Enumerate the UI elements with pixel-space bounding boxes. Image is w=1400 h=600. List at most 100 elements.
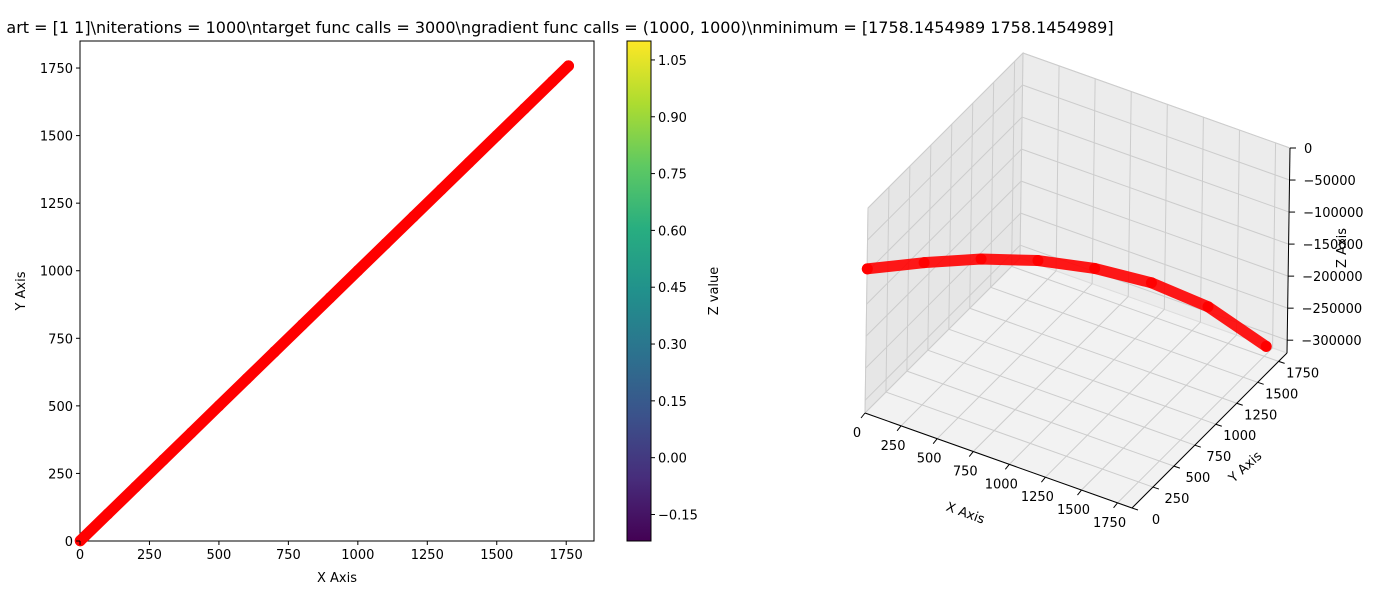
z-grid-line bbox=[867, 52, 1024, 209]
data-point bbox=[380, 238, 392, 250]
y-tick-label: 1500 bbox=[40, 130, 73, 145]
x-grid-line bbox=[1272, 142, 1277, 348]
y-grid-line bbox=[969, 103, 974, 309]
x-tick-mark bbox=[1004, 464, 1010, 470]
x-grid-line bbox=[864, 257, 1021, 414]
x-tick-label: 1750 bbox=[550, 548, 583, 563]
data-point bbox=[296, 319, 308, 331]
data-point bbox=[185, 427, 197, 439]
y-grid-line bbox=[1011, 265, 1279, 362]
x-tick-label: 0 bbox=[76, 548, 84, 563]
y-tick-mark bbox=[1215, 423, 1222, 427]
y-tick-label: 1750 bbox=[1286, 366, 1319, 381]
z-tick-label: −300000 bbox=[1301, 334, 1362, 349]
colorbar-tick-label: 0.45 bbox=[658, 281, 687, 296]
axis-grid bbox=[864, 52, 1291, 509]
colorbar-tick-label: 0.60 bbox=[658, 224, 687, 239]
y-tick-label: 1250 bbox=[40, 197, 73, 212]
x-grid-line bbox=[1199, 117, 1204, 323]
x-grid-line bbox=[1019, 52, 1024, 259]
x-tick-label: 750 bbox=[276, 548, 301, 563]
y-tick-label: 1250 bbox=[1244, 408, 1277, 423]
x-tick-mark bbox=[968, 451, 974, 457]
colorbar-tick-label: 0.15 bbox=[658, 395, 687, 410]
z-tick-label: −200000 bbox=[1302, 270, 1363, 285]
data-point bbox=[213, 400, 225, 412]
colorbar-label: Z value bbox=[707, 267, 722, 316]
x-axis-line bbox=[864, 412, 1133, 509]
y-grid-line bbox=[948, 124, 953, 330]
z-grid-line bbox=[1020, 180, 1289, 277]
data-point bbox=[546, 76, 558, 88]
x-tick-label: 1750 bbox=[1093, 516, 1126, 531]
z-grid-line bbox=[1022, 84, 1290, 181]
z-grid-line bbox=[1020, 212, 1288, 309]
x-tick-label: 1250 bbox=[1021, 490, 1054, 505]
y-tick-label: 1750 bbox=[40, 62, 73, 77]
x-tick-label: 250 bbox=[137, 548, 162, 563]
x-axis-ticks: 0 250 500 750 1000 1250 1500 1750 bbox=[76, 541, 583, 563]
data-point bbox=[463, 157, 475, 169]
y-tick-label: 1000 bbox=[1223, 429, 1256, 444]
y-tick-mark bbox=[1131, 507, 1139, 511]
y-tick-label: 1000 bbox=[40, 265, 73, 280]
z-tick-label: −150000 bbox=[1303, 238, 1364, 253]
z-axis-line bbox=[1286, 147, 1291, 354]
x-tick-mark bbox=[1077, 489, 1082, 496]
z-grid-line bbox=[1022, 52, 1291, 149]
data-point bbox=[861, 263, 873, 275]
x-grid-line bbox=[972, 296, 1129, 452]
y-grid-line bbox=[885, 391, 1154, 488]
y-tick-label: 750 bbox=[48, 332, 73, 347]
y-tick-label: 250 bbox=[48, 467, 73, 482]
x-tick-mark bbox=[932, 438, 938, 444]
data-point bbox=[241, 373, 253, 385]
y-tick-mark bbox=[1173, 465, 1181, 469]
x-tick-label: 1500 bbox=[480, 548, 513, 563]
data-points bbox=[861, 253, 1272, 352]
data-points bbox=[74, 60, 574, 547]
data-point bbox=[352, 265, 364, 277]
z-grid-line bbox=[1021, 148, 1289, 245]
y-axis-label: Y Axis bbox=[14, 271, 29, 311]
data-point bbox=[1089, 262, 1101, 274]
z-grid-line bbox=[866, 148, 1022, 305]
y-tick-mark bbox=[1152, 486, 1160, 490]
colorbar-gradient bbox=[626, 40, 652, 542]
z-grid-line bbox=[1021, 116, 1290, 213]
x-tick-mark bbox=[860, 412, 866, 419]
colorbar-tick-label: 0.30 bbox=[658, 338, 687, 353]
data-trace-line bbox=[861, 253, 1272, 352]
x-grid-line bbox=[936, 283, 1093, 440]
x-tick-label: 1500 bbox=[1057, 503, 1090, 518]
colorbar-tick-label: −0.15 bbox=[658, 508, 698, 523]
colorbar-tick-label: 0.00 bbox=[658, 452, 687, 467]
data-point bbox=[268, 346, 280, 358]
y-grid-line bbox=[927, 145, 932, 351]
data-point bbox=[435, 184, 447, 196]
y-grid-line bbox=[864, 207, 869, 414]
x-tick-label: 250 bbox=[881, 439, 906, 454]
data-point bbox=[562, 60, 574, 72]
x-tick-label: 750 bbox=[953, 465, 978, 480]
x-grid-line bbox=[900, 270, 1057, 427]
x-grid-line bbox=[1127, 91, 1132, 297]
y-grid-line bbox=[885, 187, 890, 393]
data-point bbox=[1145, 277, 1157, 289]
y-grid-line bbox=[906, 370, 1175, 467]
z-tick-label: −50000 bbox=[1304, 174, 1356, 189]
data-point bbox=[1260, 340, 1272, 352]
y-tick-label: 1500 bbox=[1265, 387, 1298, 402]
data-point bbox=[1032, 255, 1044, 267]
y-tick-mark bbox=[1278, 360, 1285, 364]
data-point bbox=[324, 292, 336, 304]
x-axis-label: X Axis bbox=[944, 500, 987, 528]
y-grid-line bbox=[948, 328, 1216, 425]
x-grid-line bbox=[1045, 321, 1201, 478]
x-tick-label: 500 bbox=[917, 452, 942, 467]
y-tick-label: 0 bbox=[65, 535, 73, 550]
y-axis-label: Y Axis bbox=[1225, 449, 1265, 487]
data-point bbox=[1202, 301, 1214, 313]
